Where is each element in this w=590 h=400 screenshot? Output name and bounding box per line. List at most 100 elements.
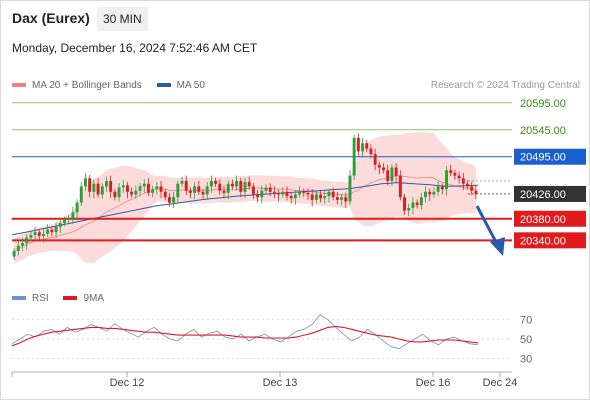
candle-body-81	[352, 137, 356, 176]
candle-body-67	[293, 194, 297, 199]
candle-body-59	[260, 190, 264, 198]
level-label-0: 20595.00	[520, 98, 566, 110]
candle-body-62	[272, 191, 276, 193]
candle-body-104	[449, 170, 453, 173]
candle-body-37	[167, 197, 171, 203]
candle-body-61	[268, 187, 272, 192]
candle-body-84	[365, 143, 369, 149]
candle-body-65	[285, 191, 289, 197]
candle-body-47	[209, 181, 213, 187]
candle-body-12	[63, 219, 66, 224]
candle-body-78	[340, 197, 344, 200]
candle-body-57	[251, 186, 255, 195]
forecast-arrow-shaft	[475, 205, 499, 245]
candle-body-82	[356, 137, 360, 152]
candle-body-5	[33, 232, 37, 235]
candle-body-76	[331, 191, 335, 198]
candle-body-95	[411, 202, 415, 208]
candle-body-63	[277, 192, 281, 195]
research-credit: Research © 2024 Trading Central	[430, 80, 580, 91]
candle-body-11	[58, 223, 62, 227]
candle-body-53	[235, 181, 239, 187]
candle-body-110	[474, 190, 478, 194]
candle-body-66	[289, 196, 293, 199]
candle-body-4	[29, 234, 33, 238]
candle-body-64	[281, 191, 285, 195]
candle-body-13	[67, 218, 71, 220]
candle-body-75	[327, 191, 331, 197]
price-legend: MA 20 + Bollinger Bands MA 50	[12, 80, 217, 91]
level-tag-5	[514, 232, 586, 249]
level-label-2: 20495.00	[520, 152, 566, 164]
x-tick-label-0: Dec 12	[110, 377, 145, 389]
candle-body-0	[12, 251, 16, 257]
candle-body-42	[188, 190, 192, 193]
candle-body-94	[407, 207, 411, 211]
level-tag-3	[514, 185, 586, 202]
candle-body-1	[16, 245, 20, 252]
candle-body-96	[415, 202, 419, 206]
rsi-tick-50: 50	[520, 334, 532, 346]
timeframe-button[interactable]: 30 MIN	[97, 7, 148, 31]
instrument-title: Dax (Eurex)	[12, 10, 90, 26]
candle-body-83	[361, 143, 365, 152]
rsi-tick-70: 70	[520, 315, 532, 327]
ma50-swatch	[156, 83, 171, 88]
candle-body-3	[25, 237, 29, 244]
candle-body-2	[21, 243, 24, 246]
level-label-1: 20545.00	[520, 125, 566, 137]
candle-body-69	[302, 191, 306, 193]
candle-body-43	[193, 186, 197, 193]
legend-rsi: RSI	[12, 293, 49, 304]
candle-body-85	[369, 148, 373, 155]
candle-body-55	[243, 182, 247, 192]
candle-body-92	[398, 175, 402, 198]
candle-body-32	[146, 183, 150, 193]
candle-body-52	[230, 183, 234, 187]
candle-body-33	[151, 189, 155, 193]
candle-body-16	[79, 186, 83, 203]
candle-body-7	[42, 233, 45, 237]
candle-body-23	[109, 181, 113, 192]
candle-body-34	[155, 186, 159, 190]
level-label-4: 20380.00	[520, 214, 566, 226]
candle-body-89	[386, 170, 390, 181]
forecast-arrow-head	[490, 237, 505, 256]
candle-body-77	[335, 197, 339, 200]
candle-body-46	[205, 186, 209, 195]
candle-body-68	[298, 191, 302, 195]
level-label-3: 20426.00	[520, 189, 566, 201]
candle-body-39	[176, 183, 180, 198]
candle-body-51	[226, 183, 230, 193]
candle-body-8	[46, 229, 50, 234]
candle-body-28	[130, 191, 134, 195]
candle-body-26	[121, 185, 125, 188]
candle-body-27	[125, 185, 129, 192]
legend-ma50-label: MA 50	[176, 80, 205, 91]
candle-body-41	[184, 181, 188, 191]
candle-body-101	[436, 186, 440, 192]
candle-body-74	[323, 196, 327, 199]
candle-body-15	[75, 202, 79, 213]
candle-body-49	[218, 183, 222, 191]
candle-body-79	[344, 197, 348, 202]
ma20-swatch	[12, 83, 26, 88]
candle-body-97	[419, 197, 423, 206]
candle-body-21	[100, 186, 104, 195]
candle-body-20	[96, 183, 100, 195]
candle-body-9	[50, 229, 54, 233]
candle-body-99	[428, 191, 432, 195]
candle-body-100	[432, 191, 436, 195]
x-tick-label-2: Dec 16	[416, 377, 451, 389]
x-tick-label-3: Dec 24	[483, 377, 518, 389]
rsi-swatch	[12, 296, 26, 301]
rsi-legend: RSI 9MA	[12, 293, 116, 304]
candle-body-48	[214, 181, 218, 184]
legend-rsi-ma: 9MA	[63, 293, 104, 304]
candle-body-106	[457, 175, 461, 179]
candle-body-105	[453, 172, 457, 176]
candle-body-36	[163, 191, 167, 198]
candle-body-29	[134, 190, 138, 195]
candle-body-86	[373, 154, 377, 165]
candle-body-93	[403, 197, 407, 211]
